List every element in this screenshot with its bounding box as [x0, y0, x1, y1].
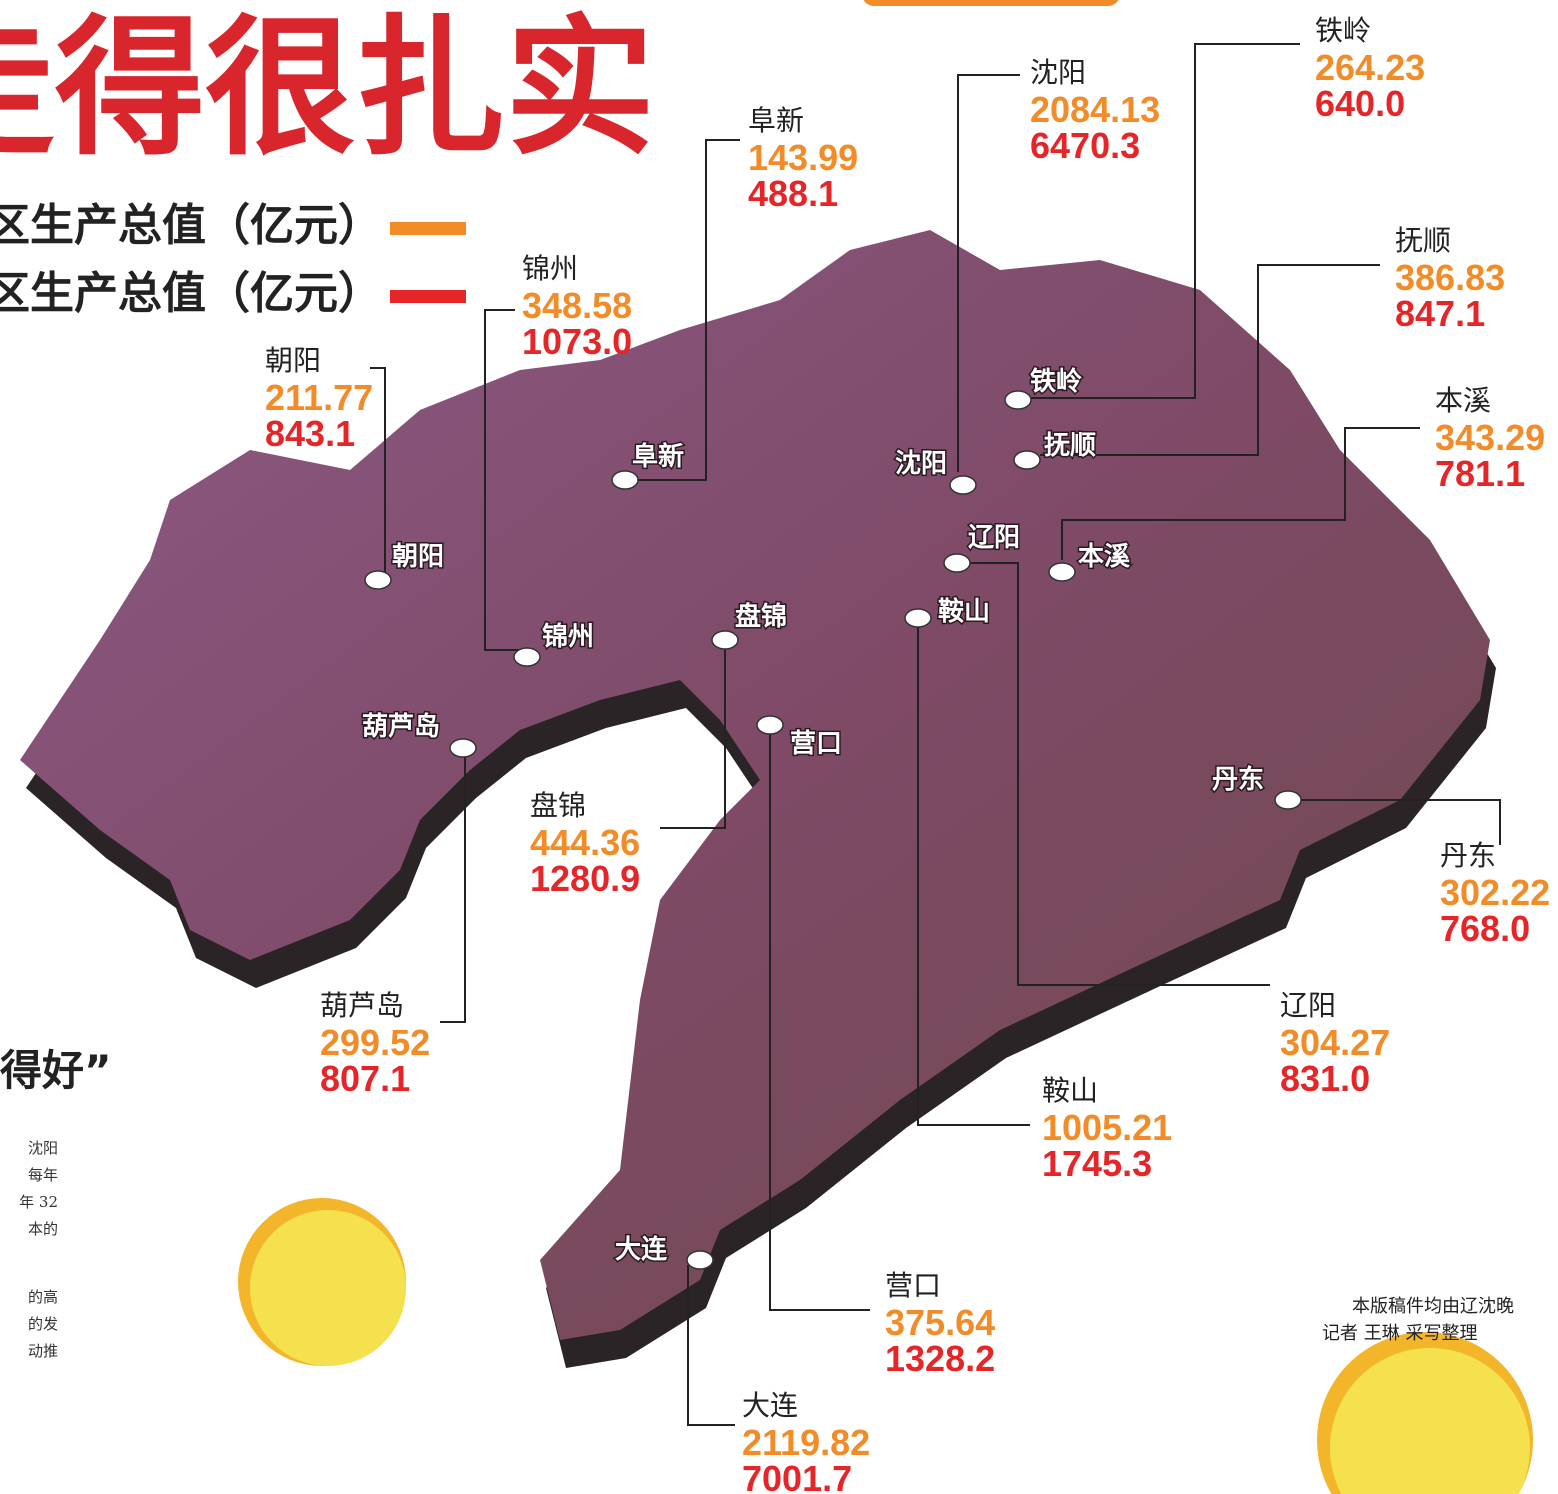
map-label: 抚顺: [1044, 431, 1096, 461]
value-a: 444.36: [530, 822, 640, 863]
city-marker: [1005, 391, 1031, 409]
value-a: 2119.82: [742, 1422, 870, 1463]
value-a: 2084.13: [1030, 89, 1160, 130]
map-label: 铁岭: [1030, 366, 1082, 397]
city-marker: [365, 571, 391, 589]
deco-coin: [250, 1210, 406, 1366]
city-marker: [687, 1251, 713, 1269]
city-marker: [1014, 451, 1040, 469]
legend-swatch: [390, 290, 466, 303]
value-b: 7001.7: [742, 1458, 852, 1494]
value-b: 1073.0: [522, 321, 632, 362]
city-name: 抚顺: [1395, 224, 1451, 257]
city-name: 盘锦: [530, 789, 586, 822]
map-land: [20, 230, 1490, 1340]
value-a: 386.83: [1395, 257, 1505, 298]
article-line: 本的: [28, 1220, 58, 1238]
value-b: 1745.3: [1042, 1143, 1152, 1184]
map-label: 阜新: [632, 441, 684, 472]
city-name: 锦州: [522, 252, 578, 285]
map-label: 沈阳: [895, 449, 947, 479]
value-a: 211.77: [265, 377, 373, 418]
value-b: 831.0: [1280, 1058, 1370, 1099]
value-b: 6470.3: [1030, 125, 1140, 166]
value-a: 302.22: [1440, 872, 1550, 913]
map-label: 朝阳: [392, 541, 444, 572]
title: 走得很扎实: [0, 2, 655, 176]
city-name: 朝阳: [265, 344, 321, 377]
city-name: 铁岭: [1315, 14, 1371, 47]
value-b: 640.0: [1315, 83, 1405, 124]
city-name: 辽阳: [1280, 989, 1336, 1022]
map-label: 丹东: [1212, 764, 1264, 795]
city-marker: [905, 609, 931, 627]
city-name: 丹东: [1440, 839, 1496, 872]
value-a: 143.99: [748, 137, 858, 178]
map-label: 大连: [615, 1235, 668, 1265]
credit-line: 记者 王琳 采写整理: [1322, 1323, 1477, 1344]
value-b: 847.1: [1395, 293, 1485, 334]
legend-label: 区生产总值（亿元）: [0, 200, 382, 251]
article-line: 的发: [28, 1315, 58, 1333]
city-marker: [1049, 563, 1075, 581]
map-label: 辽阳: [968, 523, 1020, 553]
city-name: 沈阳: [1030, 56, 1086, 89]
city-marker: [944, 554, 970, 572]
article-line: 每年: [28, 1166, 58, 1184]
value-a: 343.29: [1435, 417, 1545, 458]
value-b: 781.1: [1435, 453, 1525, 494]
value-b: 1328.2: [885, 1338, 995, 1379]
map-label: 鞍山: [938, 596, 990, 627]
city-marker: [950, 476, 976, 494]
map-label: 锦州: [542, 621, 594, 652]
city-name: 葫芦岛: [320, 989, 404, 1022]
city-marker: [712, 631, 738, 649]
top-tab: [862, 0, 1120, 6]
value-a: 348.58: [522, 285, 632, 326]
value-a: 304.27: [1280, 1022, 1390, 1063]
city-name: 营口: [885, 1269, 941, 1302]
legend-swatch: [390, 222, 466, 235]
article-line: 年 32: [19, 1193, 58, 1211]
city-name: 本溪: [1435, 384, 1491, 417]
credit-line: 本版稿件均由辽沈晚: [1352, 1296, 1514, 1317]
value-b: 807.1: [320, 1058, 410, 1099]
city-name: 大连: [742, 1389, 798, 1422]
value-b: 843.1: [265, 413, 355, 454]
article-line: 动推: [28, 1342, 58, 1360]
map-label: 本溪: [1078, 542, 1131, 572]
city-marker: [514, 648, 540, 666]
value-a: 299.52: [320, 1022, 430, 1063]
city-marker: [450, 739, 476, 757]
map-label: 葫芦岛: [362, 711, 440, 742]
legend-label: 区生产总值（亿元）: [0, 268, 382, 319]
article-heading: 得好”: [0, 1046, 112, 1095]
city-marker: [1275, 791, 1301, 809]
page: 走得很扎实 区生产总值（亿元）区生产总值（亿元）铁岭铁岭264.23640.0沈…: [0, 0, 1558, 1494]
value-a: 264.23: [1315, 47, 1425, 88]
value-b: 1280.9: [530, 858, 640, 899]
map-label: 盘锦: [735, 601, 787, 632]
value-b: 768.0: [1440, 908, 1530, 949]
article-line: 沈阳: [28, 1139, 58, 1157]
city-name: 阜新: [748, 104, 804, 137]
value-a: 1005.21: [1042, 1107, 1172, 1148]
map-label: 营口: [790, 729, 842, 759]
value-a: 375.64: [885, 1302, 995, 1343]
value-b: 488.1: [748, 173, 838, 214]
city-name: 鞍山: [1042, 1074, 1098, 1107]
city-marker: [757, 716, 783, 734]
article-line: 的高: [28, 1288, 58, 1306]
city-marker: [612, 471, 638, 489]
